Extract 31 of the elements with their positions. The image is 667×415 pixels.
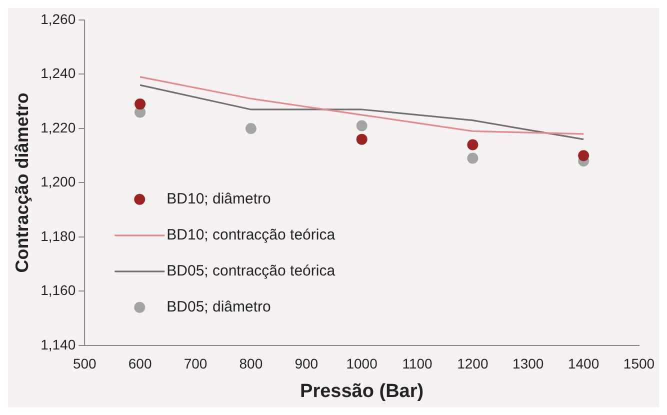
x-tick-label: 1500	[623, 356, 655, 372]
point	[356, 134, 368, 145]
x-tick-label: 700	[184, 356, 208, 372]
x-tick-label: 1300	[512, 356, 544, 372]
point	[245, 122, 256, 134]
x-tick-label: 1400	[568, 356, 600, 372]
x-tick-label: 500	[72, 356, 97, 372]
legend-label: BD05; diâmetro	[166, 298, 271, 316]
legend-label: BD10; diâmetro	[166, 190, 271, 208]
y-tick-label: 1,180	[40, 228, 76, 244]
legend-label: BD05; contracção teórica	[166, 262, 336, 280]
x-tick-label: 600	[128, 356, 152, 372]
y-axis-title: Contracção diâmetro	[12, 92, 32, 273]
x-tick-label: 1200	[457, 356, 488, 372]
point	[467, 139, 478, 150]
x-tick-label: 1000	[346, 356, 378, 372]
point	[356, 120, 368, 132]
x-tick-label: 900	[294, 356, 318, 372]
y-tick-label: 1,160	[40, 282, 76, 298]
y-tick-label: 1,220	[40, 119, 76, 136]
point	[467, 152, 478, 164]
y-tick-label: 1,140	[40, 336, 76, 352]
x-axis-title: Pressão (Bar)	[300, 380, 424, 402]
y-tick-label: 1,200	[40, 174, 76, 190]
point	[134, 98, 146, 110]
legend-label: BD10; contracção teórica	[166, 226, 336, 244]
point	[578, 150, 590, 162]
x-tick-label: 800	[239, 356, 263, 372]
y-tick-label: 1,240	[40, 65, 76, 82]
x-tick-label: 1100	[402, 356, 433, 372]
y-tick-label: 1,260	[40, 10, 76, 27]
